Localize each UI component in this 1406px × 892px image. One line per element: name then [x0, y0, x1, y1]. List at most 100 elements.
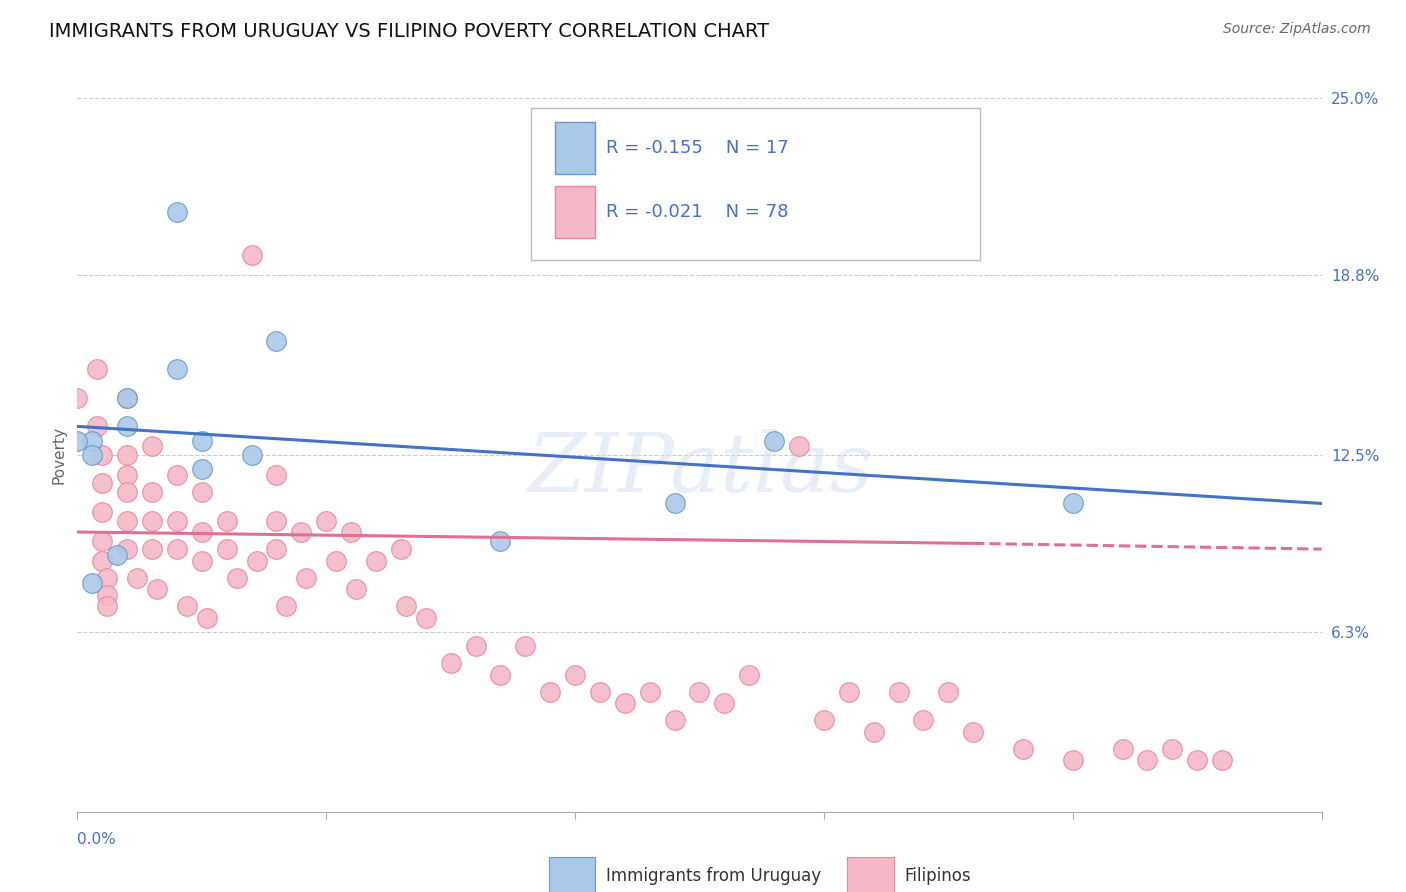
Point: [215, 514, 238, 528]
Point: [1111, 742, 1133, 756]
Point: [96, 588, 118, 602]
Point: [96, 571, 118, 585]
Point: [115, 448, 138, 462]
Point: [115, 391, 138, 405]
Point: [464, 639, 486, 653]
Point: [141, 542, 163, 557]
Point: [115, 419, 138, 434]
Point: [440, 657, 463, 671]
Y-axis label: Poverty: Poverty: [51, 425, 66, 484]
Point: [125, 571, 148, 585]
Point: [91, 533, 114, 548]
Point: [166, 205, 188, 219]
Point: [395, 599, 418, 614]
Point: [141, 439, 163, 453]
Point: [1062, 753, 1084, 767]
Point: [1012, 742, 1035, 756]
Point: [191, 434, 214, 448]
Point: [489, 667, 512, 681]
Text: ZIPatlas: ZIPatlas: [527, 429, 872, 509]
Point: [564, 667, 586, 681]
Point: [664, 496, 686, 510]
Point: [115, 514, 138, 528]
Point: [689, 685, 711, 699]
Text: R = -0.021    N = 78: R = -0.021 N = 78: [606, 203, 789, 221]
Point: [813, 714, 835, 728]
Point: [245, 553, 267, 567]
Point: [66, 434, 89, 448]
Point: [295, 571, 318, 585]
Point: [713, 696, 735, 710]
Point: [290, 524, 312, 539]
Point: [787, 439, 810, 453]
Point: [82, 448, 104, 462]
Point: [638, 685, 661, 699]
Point: [912, 714, 935, 728]
Point: [938, 685, 960, 699]
Point: [141, 485, 163, 500]
Point: [166, 467, 188, 482]
Point: [962, 724, 984, 739]
Point: [105, 548, 128, 562]
Point: [191, 462, 214, 476]
Point: [389, 542, 412, 557]
Point: [115, 485, 138, 500]
Point: [887, 685, 910, 699]
Point: [91, 476, 114, 491]
Text: Immigrants from Uruguay: Immigrants from Uruguay: [606, 867, 821, 885]
Point: [515, 639, 537, 653]
Point: [115, 391, 138, 405]
Point: [166, 514, 188, 528]
Point: [225, 571, 247, 585]
Point: [589, 685, 612, 699]
Point: [315, 514, 337, 528]
Point: [489, 533, 512, 548]
Point: [141, 514, 163, 528]
Point: [838, 685, 860, 699]
Point: [195, 610, 218, 624]
Point: [1062, 496, 1084, 510]
Point: [82, 434, 104, 448]
Point: [115, 467, 138, 482]
Point: [66, 391, 89, 405]
Point: [240, 448, 263, 462]
Point: [613, 696, 636, 710]
Point: [191, 485, 214, 500]
Text: Source: ZipAtlas.com: Source: ZipAtlas.com: [1223, 22, 1371, 37]
Text: IMMIGRANTS FROM URUGUAY VS FILIPINO POVERTY CORRELATION CHART: IMMIGRANTS FROM URUGUAY VS FILIPINO POVE…: [49, 22, 769, 41]
Point: [415, 610, 437, 624]
Point: [115, 542, 138, 557]
Point: [738, 667, 761, 681]
Point: [215, 542, 238, 557]
Point: [266, 542, 288, 557]
Point: [240, 248, 263, 262]
Point: [166, 362, 188, 376]
Point: [276, 599, 298, 614]
Point: [146, 582, 169, 596]
Point: [96, 599, 118, 614]
Point: [266, 467, 288, 482]
Point: [763, 434, 786, 448]
Point: [191, 524, 214, 539]
Point: [91, 505, 114, 519]
Text: Filipinos: Filipinos: [905, 867, 972, 885]
Point: [266, 334, 288, 348]
Point: [1187, 753, 1209, 767]
Point: [86, 362, 108, 376]
Point: [325, 553, 347, 567]
Point: [364, 553, 387, 567]
Point: [82, 576, 104, 591]
Point: [91, 553, 114, 567]
Point: [664, 714, 686, 728]
Text: R = -0.155    N = 17: R = -0.155 N = 17: [606, 139, 789, 157]
Point: [166, 542, 188, 557]
Point: [86, 419, 108, 434]
Point: [862, 724, 884, 739]
Point: [1136, 753, 1159, 767]
Point: [191, 553, 214, 567]
Point: [176, 599, 198, 614]
Point: [1161, 742, 1184, 756]
Point: [266, 514, 288, 528]
Point: [91, 448, 114, 462]
Point: [1211, 753, 1233, 767]
